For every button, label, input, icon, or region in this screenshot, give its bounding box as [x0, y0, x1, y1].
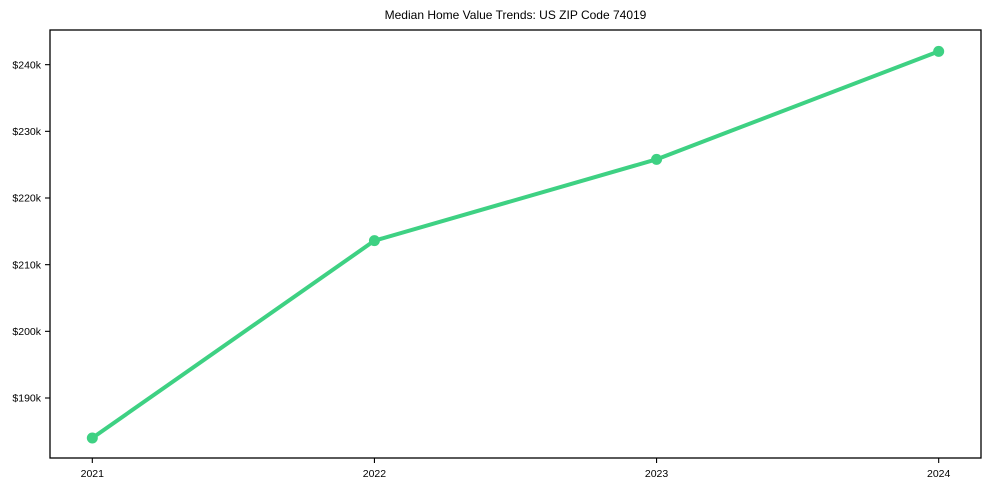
plot-border [49, 29, 982, 459]
chart-title: Median Home Value Trends: US ZIP Code 74… [385, 8, 647, 22]
x-tick-label: 2022 [363, 468, 387, 480]
data-point [86, 432, 98, 444]
data-point [933, 45, 945, 57]
y-tick-label: $200k [12, 326, 41, 338]
x-tick-label: 2023 [645, 468, 669, 480]
y-tick-label: $230k [12, 126, 41, 138]
x-tick-label: 2024 [927, 468, 951, 480]
y-tick-label: $190k [12, 393, 41, 405]
data-point [368, 235, 380, 247]
axis-ticks: $190k $200k $210k $220k $230k $240k 2021 2022 20… [12, 59, 950, 480]
trend-line [90, 49, 941, 440]
x-tick-label: 2021 [81, 468, 105, 480]
line-series [86, 45, 945, 444]
data-point [651, 153, 663, 165]
y-tick-label: $210k [12, 259, 41, 271]
y-tick-label: $220k [12, 193, 41, 205]
y-tick-label: $240k [12, 59, 41, 71]
